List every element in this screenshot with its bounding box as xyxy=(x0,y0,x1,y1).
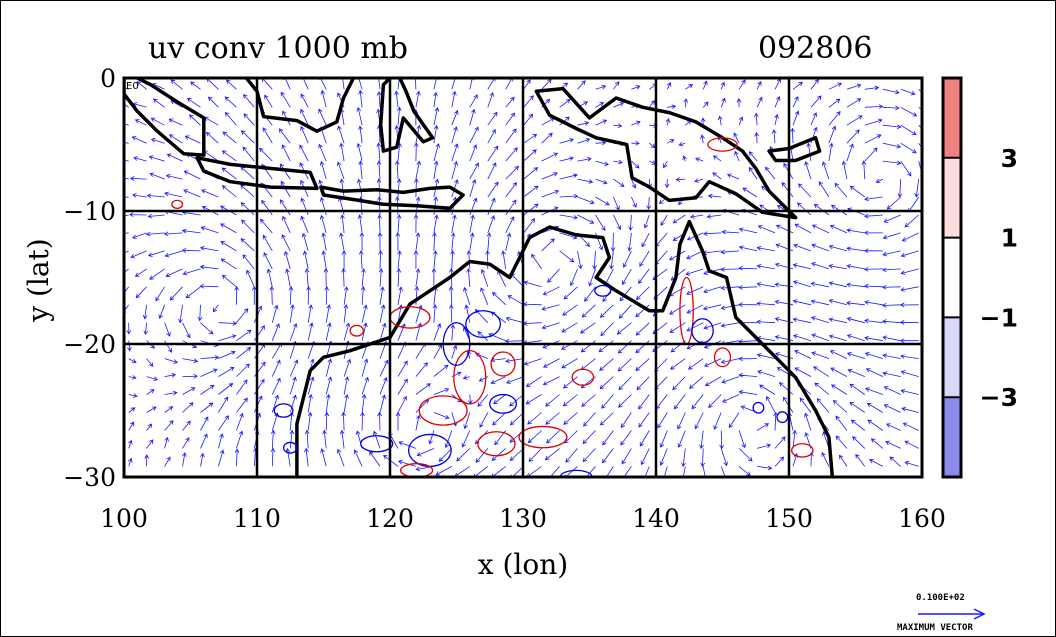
contour-18 xyxy=(707,137,738,152)
colorbar-band-1 xyxy=(943,157,961,238)
contour-20 xyxy=(171,199,184,209)
contour-3 xyxy=(465,310,502,339)
y-axis: 0 −10 −20 −30 xyxy=(63,64,116,492)
corner-label: E0 xyxy=(126,81,139,92)
contour-0 xyxy=(418,395,468,426)
x-axis: 100 110 120 130 140 150 160 xyxy=(100,504,946,533)
x-tick-label-130: 130 xyxy=(499,504,547,533)
colorbar-label-0: 3 xyxy=(1001,144,1018,173)
y-tick-label-0: 0 xyxy=(100,64,116,93)
contour-9 xyxy=(490,351,516,377)
coastline-sulawesi xyxy=(378,78,435,153)
contour-11 xyxy=(489,393,518,414)
x-tick-label-110: 110 xyxy=(233,504,281,533)
contour-23 xyxy=(776,411,789,424)
contour-15 xyxy=(752,401,765,414)
contour-13 xyxy=(691,318,714,344)
contour-7 xyxy=(360,435,394,453)
colorbar-band-2 xyxy=(943,237,961,318)
contour-10 xyxy=(571,368,595,386)
coastline-sumatra xyxy=(124,78,206,157)
contour-21 xyxy=(273,403,294,418)
grid-lines xyxy=(124,78,922,477)
coastline-lesser-sunda xyxy=(319,185,465,211)
contour-14 xyxy=(713,347,732,368)
coastline-new-guinea xyxy=(534,86,798,220)
y-axis-label: y (lat) xyxy=(22,238,55,322)
vector-reference-caption: MAXIMUM VECTOR xyxy=(897,623,973,633)
contour-25 xyxy=(594,284,612,297)
x-tick-label-160: 160 xyxy=(898,504,946,533)
coastline-borneo xyxy=(244,78,356,133)
y-tick-label--20: −20 xyxy=(63,330,116,359)
contour-22 xyxy=(282,441,298,454)
contour-24 xyxy=(791,443,814,458)
colorbar-label-3: −3 xyxy=(980,383,1018,412)
plot-frame xyxy=(122,76,924,479)
colorbar: 3 1 −1 −3 xyxy=(941,76,1018,479)
chart-title: uv conv 1000 mb xyxy=(148,31,408,66)
contour-17 xyxy=(559,469,593,477)
contour-5 xyxy=(477,431,516,457)
x-tick-label-140: 140 xyxy=(632,504,680,533)
coastline-australia xyxy=(295,219,835,477)
vector-reference-key: 0.100E+02 MAXIMUM VECTOR xyxy=(897,593,986,633)
coastline-java xyxy=(195,156,319,191)
land-masses xyxy=(124,78,835,477)
colorbar-label-2: −1 xyxy=(980,303,1018,332)
plot-area xyxy=(124,78,922,477)
contour-16 xyxy=(399,463,434,477)
x-tick-label-120: 120 xyxy=(366,504,414,533)
colorbar-band-3 xyxy=(943,317,961,398)
colorbar-band-4 xyxy=(943,397,961,477)
colorbar-band-0 xyxy=(943,78,961,158)
colorbar-label-1: 1 xyxy=(1001,224,1018,253)
y-tick-label--10: −10 xyxy=(63,197,116,226)
colorbar-frame xyxy=(941,76,963,479)
vector-reference-arrowhead xyxy=(973,608,986,620)
y-tick-label--30: −30 xyxy=(63,463,116,492)
convergence-contours xyxy=(171,137,814,477)
x-tick-label-150: 150 xyxy=(765,504,813,533)
contour-6 xyxy=(518,425,568,449)
contour-19 xyxy=(349,324,365,337)
x-tick-label-100: 100 xyxy=(100,504,148,533)
vector-reference-value: 0.100E+02 xyxy=(916,593,965,603)
x-axis-label: x (lon) xyxy=(478,548,568,581)
date-label: 092806 xyxy=(758,31,873,66)
